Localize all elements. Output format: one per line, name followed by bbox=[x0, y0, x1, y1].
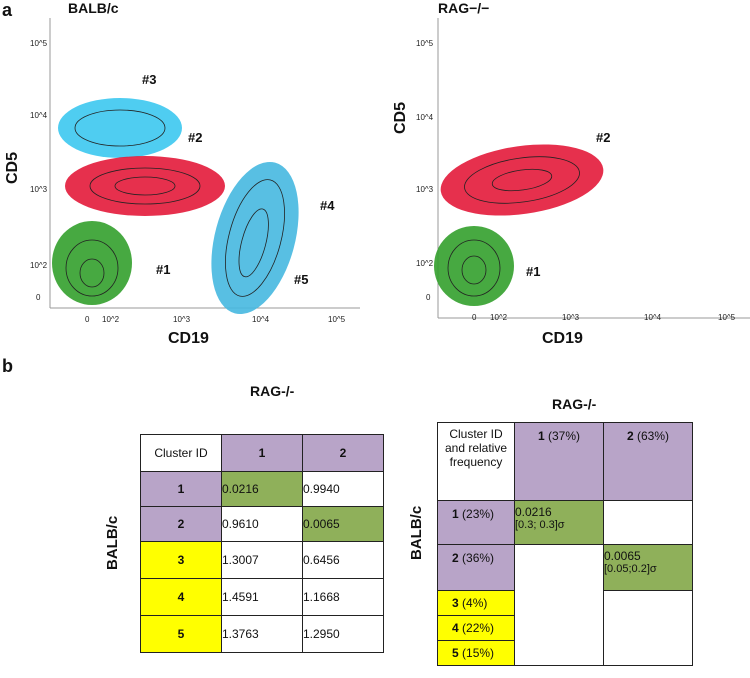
left-table-cell: 1.4591 bbox=[221, 578, 303, 616]
right-flow-plot: 10^5 10^4 10^3 10^2 0 0 10^2 10^3 10^4 1… bbox=[416, 18, 750, 322]
left-similarity-table: Cluster ID 1 2 1 0.0216 0.9940 2 0.9610 … bbox=[140, 434, 384, 653]
left-flow-plot: 10^5 10^4 10^3 10^2 0 0 10^2 10^3 10^4 1… bbox=[30, 18, 360, 324]
left-table-cell: 0.0065 bbox=[302, 506, 384, 542]
right-table-row-4: 4 (22%) bbox=[437, 615, 515, 641]
right-ytick-4: 0 bbox=[426, 293, 431, 302]
right-cluster-label-2: #2 bbox=[596, 130, 610, 145]
right-x-ticks: 0 10^2 10^3 10^4 10^5 bbox=[472, 313, 736, 322]
left-cluster3-blob bbox=[58, 98, 182, 158]
right-frequency-table: Cluster ID and relative frequency 1 (37%… bbox=[437, 422, 693, 666]
right-ytick-3: 10^2 bbox=[416, 259, 434, 268]
left-ytick-4: 0 bbox=[36, 293, 41, 302]
left-table-cell: 1.2950 bbox=[302, 615, 384, 653]
right-table-row-5: 5 (15%) bbox=[437, 640, 515, 666]
right-col-2-freq: (63%) bbox=[637, 429, 670, 443]
left-table-row-4: 4 bbox=[140, 578, 222, 616]
right-ytick-2: 10^3 bbox=[416, 185, 434, 194]
left-xtick-2: 10^3 bbox=[173, 315, 191, 324]
left-plot-title: BALB/c bbox=[68, 0, 119, 16]
right-col-2-id: 2 bbox=[626, 429, 634, 443]
left-table-corner: Cluster ID bbox=[140, 434, 222, 472]
right-table-match-2: 0.0065 [0.05;0.2]σ bbox=[603, 544, 693, 591]
left-cluster-label-1: #1 bbox=[156, 262, 170, 277]
right-cluster-label-1: #1 bbox=[526, 264, 540, 279]
right-table-title: RAG-/- bbox=[552, 396, 597, 412]
right-table-col-1: 1 (37%) bbox=[514, 422, 604, 501]
right-xtick-0: 0 bbox=[472, 313, 477, 322]
left-table-title: RAG-/- bbox=[250, 383, 295, 399]
right-ytick-1: 10^4 bbox=[416, 113, 434, 122]
right-table-match-1: 0.0216 [0.3; 0.3]σ bbox=[514, 500, 604, 545]
right-table-empty-cell bbox=[603, 590, 693, 666]
panel-b-letter: b bbox=[2, 356, 13, 376]
left-ytick-3: 10^2 bbox=[30, 261, 48, 270]
left-cluster-label-2: #2 bbox=[188, 130, 202, 145]
left-xtick-4: 10^5 bbox=[328, 315, 346, 324]
left-table-cell: 1.1668 bbox=[302, 578, 384, 616]
right-xtick-1: 10^2 bbox=[490, 313, 508, 322]
right-xtick-4: 10^5 bbox=[718, 313, 736, 322]
left-table-row-3: 3 bbox=[140, 541, 222, 579]
right-table-empty-cell bbox=[603, 500, 693, 545]
left-xtick-1: 10^2 bbox=[102, 315, 120, 324]
right-table-row-3: 3 (4%) bbox=[437, 590, 515, 616]
left-table-cell: 1.3763 bbox=[221, 615, 303, 653]
left-table-row-5: 5 bbox=[140, 615, 222, 653]
right-col-1-id: 1 bbox=[537, 429, 545, 443]
right-plot-title: RAG−/− bbox=[438, 0, 490, 16]
right-cluster2-blob bbox=[440, 144, 604, 216]
right-plot-xlabel: CD19 bbox=[542, 330, 583, 347]
left-table-cell: 0.9610 bbox=[221, 506, 303, 542]
left-table-col-2: 2 bbox=[302, 434, 384, 472]
right-table-side-label: BALB/c bbox=[408, 505, 425, 560]
left-table-cell: 0.0216 bbox=[221, 471, 303, 507]
left-cluster45-blob bbox=[211, 161, 299, 315]
left-table-side-label: BALB/c bbox=[104, 515, 121, 570]
left-xtick-0: 0 bbox=[85, 315, 90, 324]
left-ytick-0: 10^5 bbox=[30, 39, 48, 48]
left-table-col-1: 1 bbox=[221, 434, 303, 472]
right-table-row-2: 2 (36%) bbox=[437, 544, 515, 591]
left-table-cell: 0.6456 bbox=[302, 541, 384, 579]
left-cluster1-blob bbox=[52, 221, 132, 305]
right-col-1-freq: (37%) bbox=[548, 429, 581, 443]
right-table-col-2: 2 (63%) bbox=[603, 422, 693, 501]
left-cluster-label-3: #3 bbox=[142, 72, 156, 87]
right-xtick-3: 10^4 bbox=[644, 313, 662, 322]
left-cluster-label-5: #5 bbox=[294, 272, 308, 287]
left-cluster3-contour bbox=[74, 109, 166, 147]
right-y-ticks: 10^5 10^4 10^3 10^2 0 bbox=[416, 39, 434, 302]
left-cluster-label-4: #4 bbox=[320, 198, 335, 213]
left-ytick-1: 10^4 bbox=[30, 111, 48, 120]
right-table-corner: Cluster ID and relative frequency bbox=[437, 422, 515, 501]
left-xtick-3: 10^4 bbox=[252, 315, 270, 324]
right-cluster1-blob bbox=[434, 226, 514, 306]
left-ytick-2: 10^3 bbox=[30, 185, 48, 194]
right-ytick-0: 10^5 bbox=[416, 39, 434, 48]
left-cluster2-blob bbox=[65, 156, 225, 216]
right-table-empty-cell bbox=[514, 544, 604, 666]
right-xtick-2: 10^3 bbox=[562, 313, 580, 322]
right-table-row-1: 1 (23%) bbox=[437, 500, 515, 545]
left-plot-ylabel: CD5 bbox=[4, 151, 21, 184]
left-x-ticks: 0 10^2 10^3 10^4 10^5 bbox=[85, 315, 346, 324]
panel-a-letter: a bbox=[2, 0, 13, 20]
right-plot-ylabel: CD5 bbox=[392, 101, 409, 134]
left-y-ticks: 10^5 10^4 10^3 10^2 0 bbox=[30, 39, 48, 302]
left-table-cell: 1.3007 bbox=[221, 541, 303, 579]
left-table-row-2: 2 bbox=[140, 506, 222, 542]
left-table-row-1: 1 bbox=[140, 471, 222, 507]
left-plot-xlabel: CD19 bbox=[168, 330, 209, 347]
left-table-cell: 0.9940 bbox=[302, 471, 384, 507]
